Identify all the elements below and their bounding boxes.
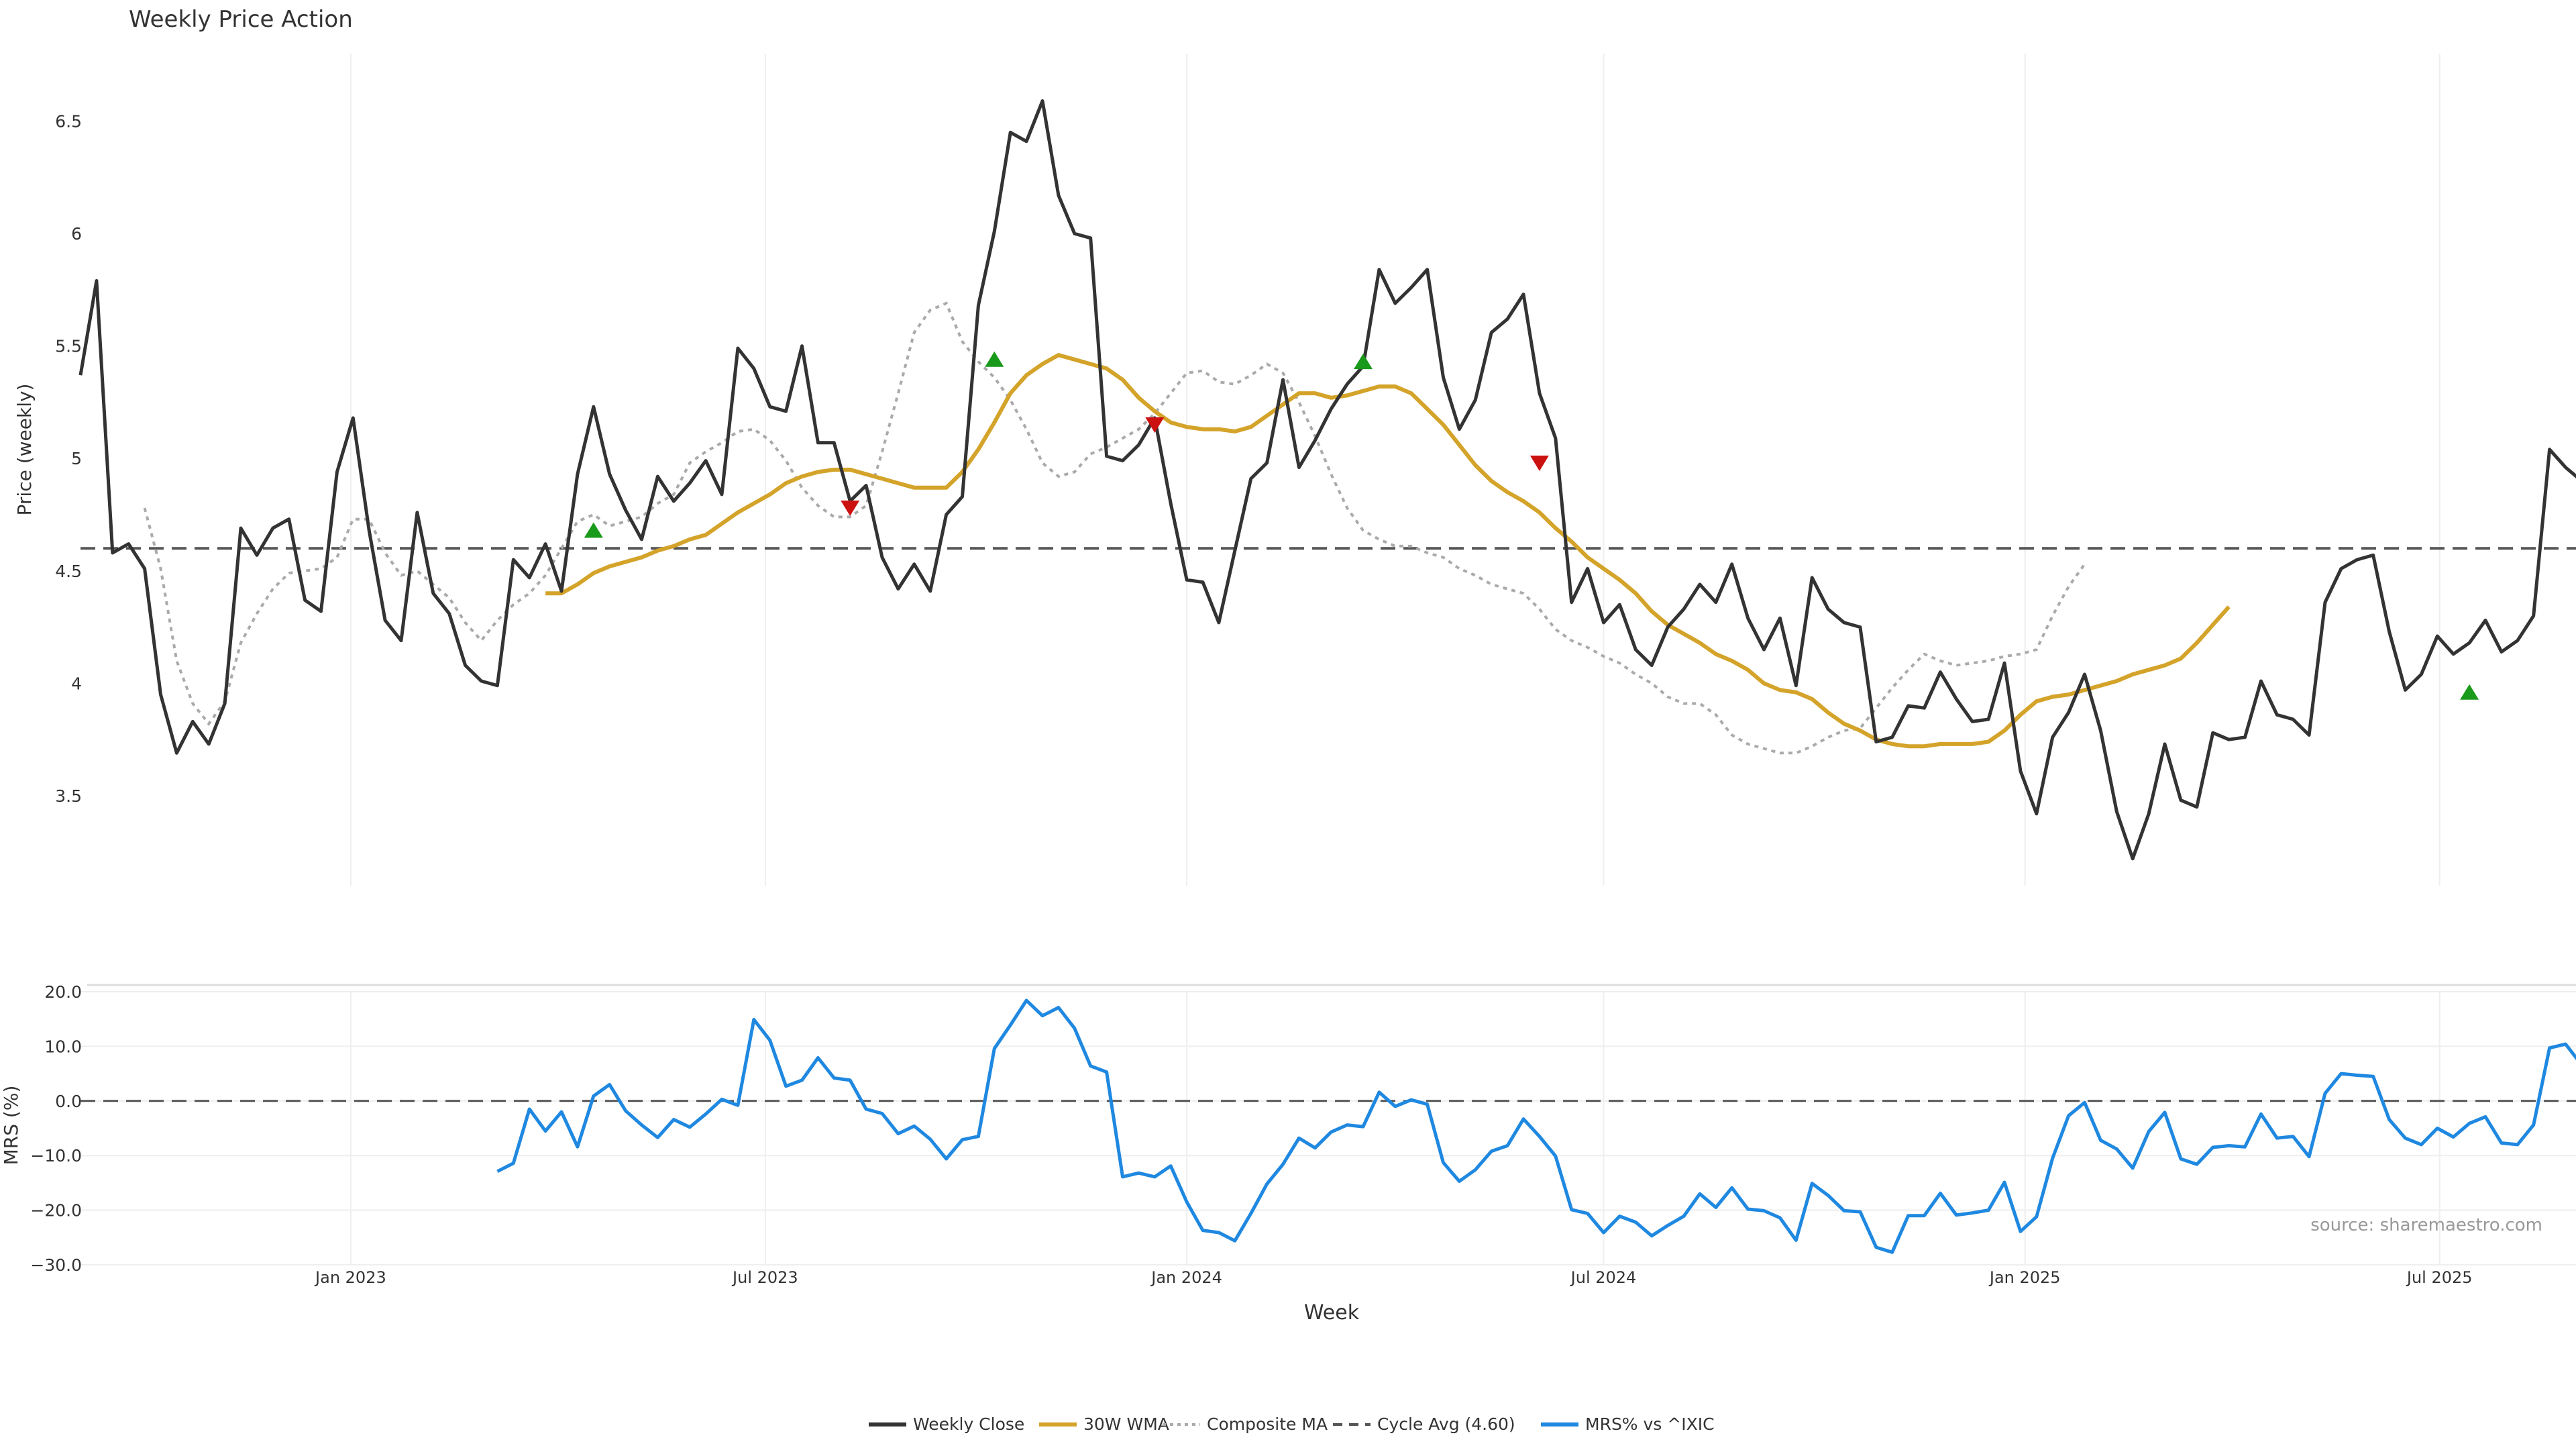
buy-signal-marker xyxy=(985,351,1004,367)
x-tick-label: Jul 2024 xyxy=(1570,1268,1637,1287)
legend-item: 30W WMA xyxy=(1039,1414,1169,1434)
mrs-y-ticks: −30.0 −20.0 −10.0 0.0 10.0 20.0 xyxy=(30,982,82,1275)
buy-signal-marker xyxy=(1354,354,1373,370)
sell-signal-marker xyxy=(841,500,860,516)
mrs-y-tick-label: 10.0 xyxy=(44,1037,82,1056)
legend-label: Weekly Close xyxy=(913,1414,1024,1434)
x-tick-label: Jul 2023 xyxy=(731,1268,798,1287)
mrs-y-axis-label: MRS (%) xyxy=(0,1086,22,1165)
price-y-axis-label: Price (weekly) xyxy=(13,384,36,516)
price-y-ticks: 3.5 4 4.5 5 5.5 6 6.5 xyxy=(55,112,82,806)
legend-label: 30W WMA xyxy=(1083,1414,1169,1434)
chart-title: Weekly Price Action xyxy=(129,6,353,33)
weekly-close-line xyxy=(78,99,2576,861)
buy-signal-marker xyxy=(2460,684,2479,700)
legend-item: Weekly Close xyxy=(869,1414,1024,1434)
mrs-gridlines xyxy=(80,991,2576,1265)
mrs-y-tick-label: −10.0 xyxy=(30,1146,82,1165)
price-series-group xyxy=(78,99,2576,861)
x-axis-label: Week xyxy=(1304,1301,1360,1325)
x-tick-label: Jan 2024 xyxy=(1150,1268,1222,1287)
legend-item: Cycle Avg (4.60) xyxy=(1333,1414,1515,1434)
price-y-tick-label: 5.5 xyxy=(55,337,82,356)
sell-signal-marker xyxy=(1145,417,1165,433)
x-axis-ticks: Jan 2023 Jul 2023 Jan 2024 Jul 2024 Jan 2025… xyxy=(314,1268,2473,1287)
mrs-y-tick-label: −30.0 xyxy=(30,1255,82,1275)
composite-ma-line xyxy=(143,301,2086,755)
mrs-y-tick-label: −20.0 xyxy=(30,1201,82,1221)
legend-label: Cycle Avg (4.60) xyxy=(1377,1414,1515,1434)
mrs-line xyxy=(496,998,2576,1254)
signal-markers xyxy=(584,351,2479,700)
wma-30w-line xyxy=(545,353,2231,749)
mrs-series-group xyxy=(80,998,2576,1254)
price-y-tick-label: 6 xyxy=(71,224,82,244)
price-gridlines xyxy=(350,54,2440,886)
price-y-tick-label: 3.5 xyxy=(55,786,82,806)
price-y-tick-label: 5 xyxy=(71,449,82,468)
legend: Weekly Close 30W WMA Composite MA Cycle Avg… xyxy=(869,1414,1715,1434)
buy-signal-marker xyxy=(584,522,603,538)
x-tick-label: Jul 2025 xyxy=(2406,1268,2473,1287)
legend-label: MRS% vs ^IXIC xyxy=(1585,1414,1715,1434)
price-y-tick-label: 4.5 xyxy=(55,562,82,581)
x-tick-label: Jan 2025 xyxy=(1988,1268,2061,1287)
sell-signal-marker xyxy=(1529,455,1549,471)
legend-item: Composite MA xyxy=(1163,1414,1328,1434)
legend-item: MRS% vs ^IXIC xyxy=(1541,1414,1715,1434)
watermark-text: source: sharemaestro.com xyxy=(2310,1215,2542,1235)
legend-label: Composite MA xyxy=(1207,1414,1328,1434)
mrs-y-tick-label: 20.0 xyxy=(44,982,82,1002)
x-tick-label: Jan 2023 xyxy=(314,1268,386,1287)
price-y-tick-label: 4 xyxy=(71,674,82,693)
mrs-y-tick-label: 0.0 xyxy=(55,1092,82,1111)
price-y-tick-label: 6.5 xyxy=(55,112,82,132)
